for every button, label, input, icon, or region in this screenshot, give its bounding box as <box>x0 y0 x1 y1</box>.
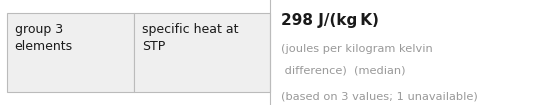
Text: difference)  (median): difference) (median) <box>281 65 406 75</box>
Text: (based on 3 values; 1 unavailable): (based on 3 values; 1 unavailable) <box>281 91 478 101</box>
Text: (joules per kilogram kelvin: (joules per kilogram kelvin <box>281 44 433 54</box>
Text: group 3
elements: group 3 elements <box>15 23 73 53</box>
FancyBboxPatch shape <box>7 13 134 92</box>
Text: specific heat at
STP: specific heat at STP <box>142 23 239 53</box>
FancyBboxPatch shape <box>134 13 270 92</box>
Text: 298 J/(kg K): 298 J/(kg K) <box>281 13 379 28</box>
